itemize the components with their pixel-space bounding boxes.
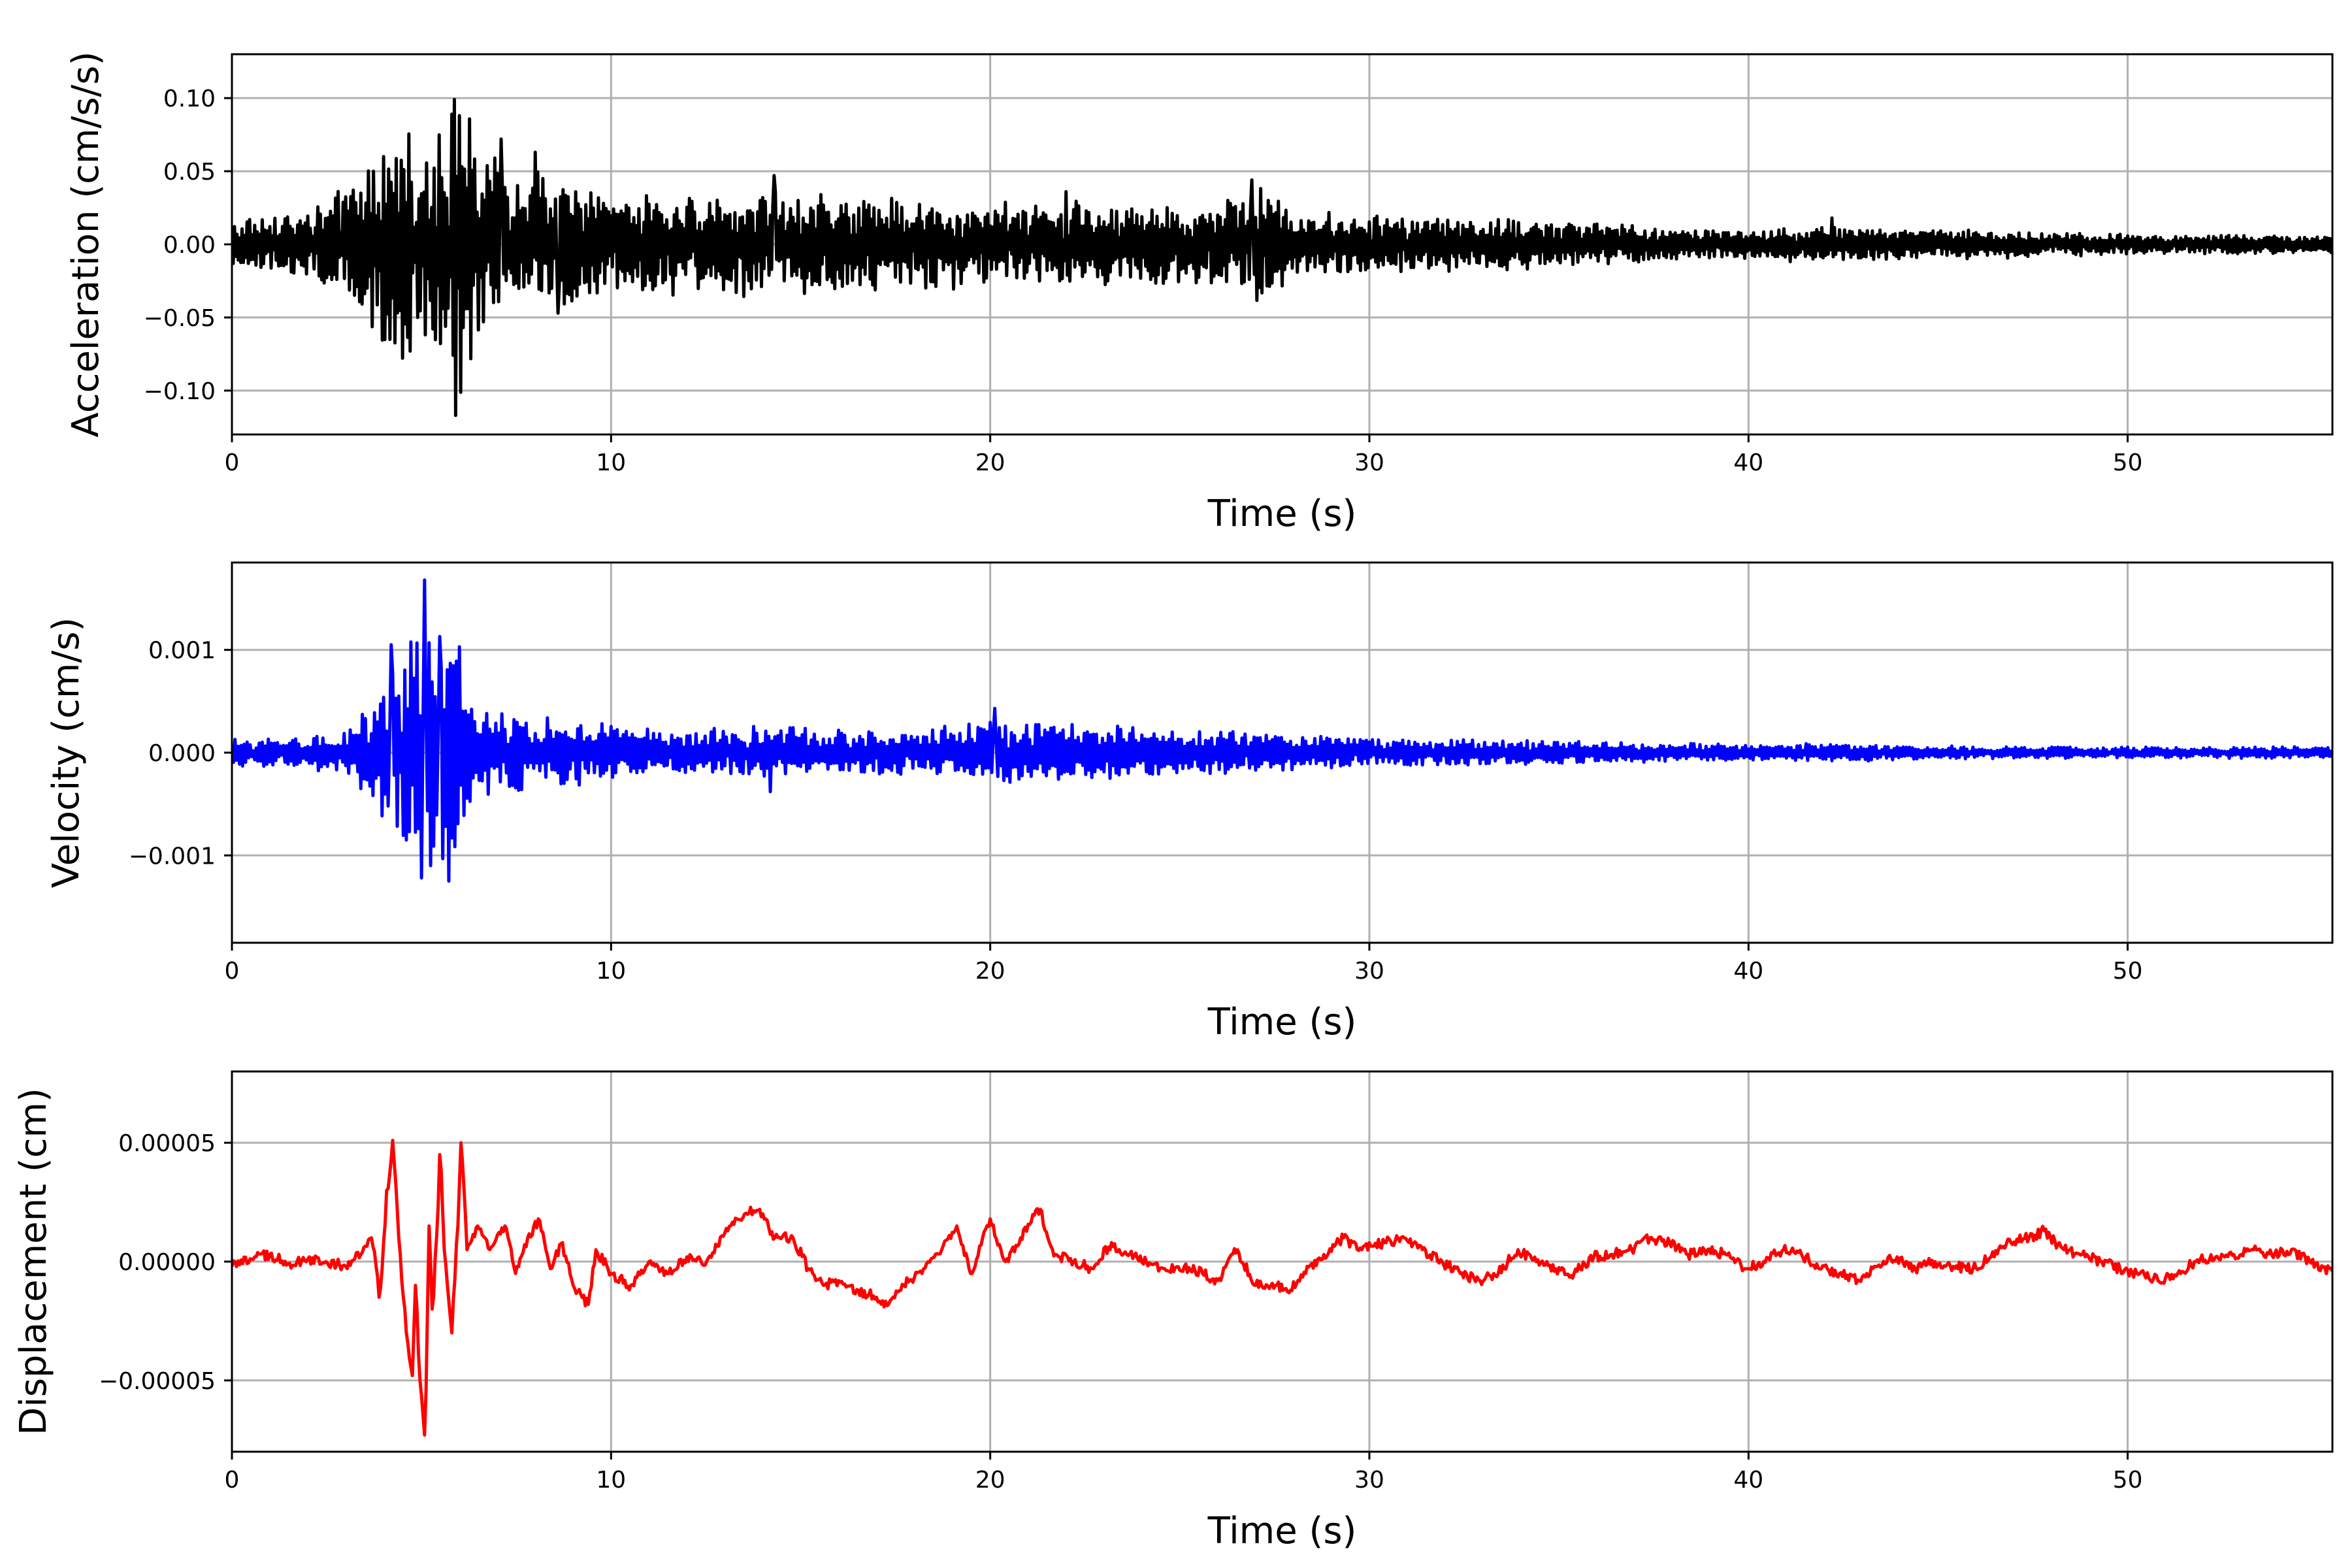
x-tick-label: 0 [225, 1467, 240, 1494]
velocity-y-axis-label: Velocity (cm/s) [45, 617, 88, 889]
velocity-trace [232, 578, 2332, 883]
x-tick-label: 0 [225, 958, 240, 985]
y-tick-label: 0.00 [163, 232, 216, 259]
x-tick-label: 10 [596, 958, 626, 985]
y-tick-label: 0.05 [163, 159, 216, 186]
acceleration-x-axis-label: Time (s) [1207, 493, 1357, 535]
y-tick-label: −0.05 [144, 305, 216, 332]
x-tick-label: 40 [1733, 1467, 1763, 1494]
x-tick-label: 30 [1354, 1467, 1384, 1494]
x-tick-label: 50 [2113, 449, 2143, 476]
x-tick-label: 50 [2113, 1467, 2143, 1494]
x-tick-label: 50 [2113, 958, 2143, 985]
x-tick-label: 20 [975, 958, 1005, 985]
velocity-panel: 0 10 20 30 40 50 −0.001 0.000 0.001 Time (s) Veloc… [45, 561, 2334, 1043]
y-tick-label: −0.10 [144, 378, 216, 405]
x-tick-label: 10 [596, 449, 626, 476]
displacement-trace [232, 1138, 2332, 1437]
x-tick-label: 30 [1354, 449, 1384, 476]
displacement-y-axis-label: Displacement (cm) [12, 1088, 55, 1435]
acceleration-trace [232, 97, 2332, 417]
x-tick-label: 40 [1733, 958, 1763, 985]
x-tick-label: 10 [596, 1467, 626, 1494]
x-tick-label: 0 [225, 449, 240, 476]
velocity-x-axis-label: Time (s) [1207, 1001, 1357, 1043]
x-tick-label: 20 [975, 1467, 1005, 1494]
y-tick-label: 0.00005 [118, 1130, 216, 1157]
x-tick-label: 20 [975, 449, 1005, 476]
y-tick-label: 0.000 [148, 740, 216, 767]
displacement-panel: 0 10 20 30 40 50 −0.00005 0.00000 0.00005 Time (s… [12, 1070, 2334, 1552]
x-tick-label: 30 [1354, 958, 1384, 985]
y-tick-label: 0.00000 [118, 1249, 216, 1276]
y-tick-label: 0.10 [163, 86, 216, 112]
y-tick-label: 0.001 [148, 638, 216, 664]
y-tick-label: −0.00005 [99, 1368, 216, 1395]
y-tick-label: −0.001 [129, 843, 216, 870]
x-tick-label: 40 [1733, 449, 1763, 476]
displacement-x-axis-label: Time (s) [1207, 1510, 1357, 1552]
acceleration-y-axis-label: Acceleration (cm/s/s) [65, 52, 107, 438]
acceleration-panel: 0 10 20 30 40 50 −0.10 −0.05 0.00 0.05 0.10 Time (s… [65, 52, 2334, 535]
